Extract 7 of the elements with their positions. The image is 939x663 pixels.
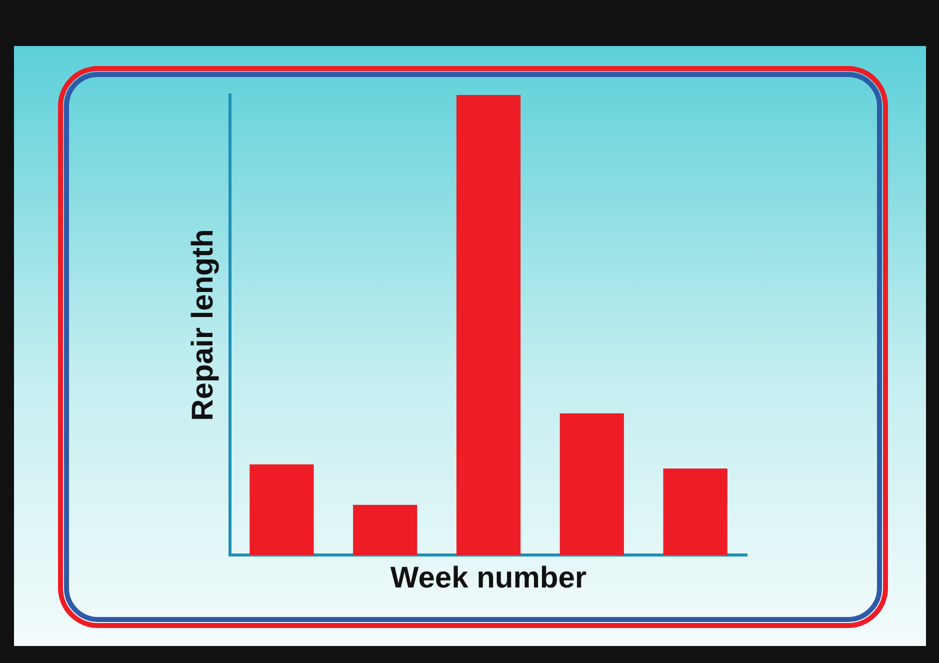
bar bbox=[663, 468, 728, 555]
bar bbox=[353, 504, 418, 555]
bar bbox=[560, 413, 624, 555]
bar bbox=[456, 95, 521, 555]
bar bbox=[250, 464, 314, 555]
x-axis-title: Week number bbox=[390, 561, 587, 594]
y-axis-title: Repair length bbox=[186, 229, 220, 421]
